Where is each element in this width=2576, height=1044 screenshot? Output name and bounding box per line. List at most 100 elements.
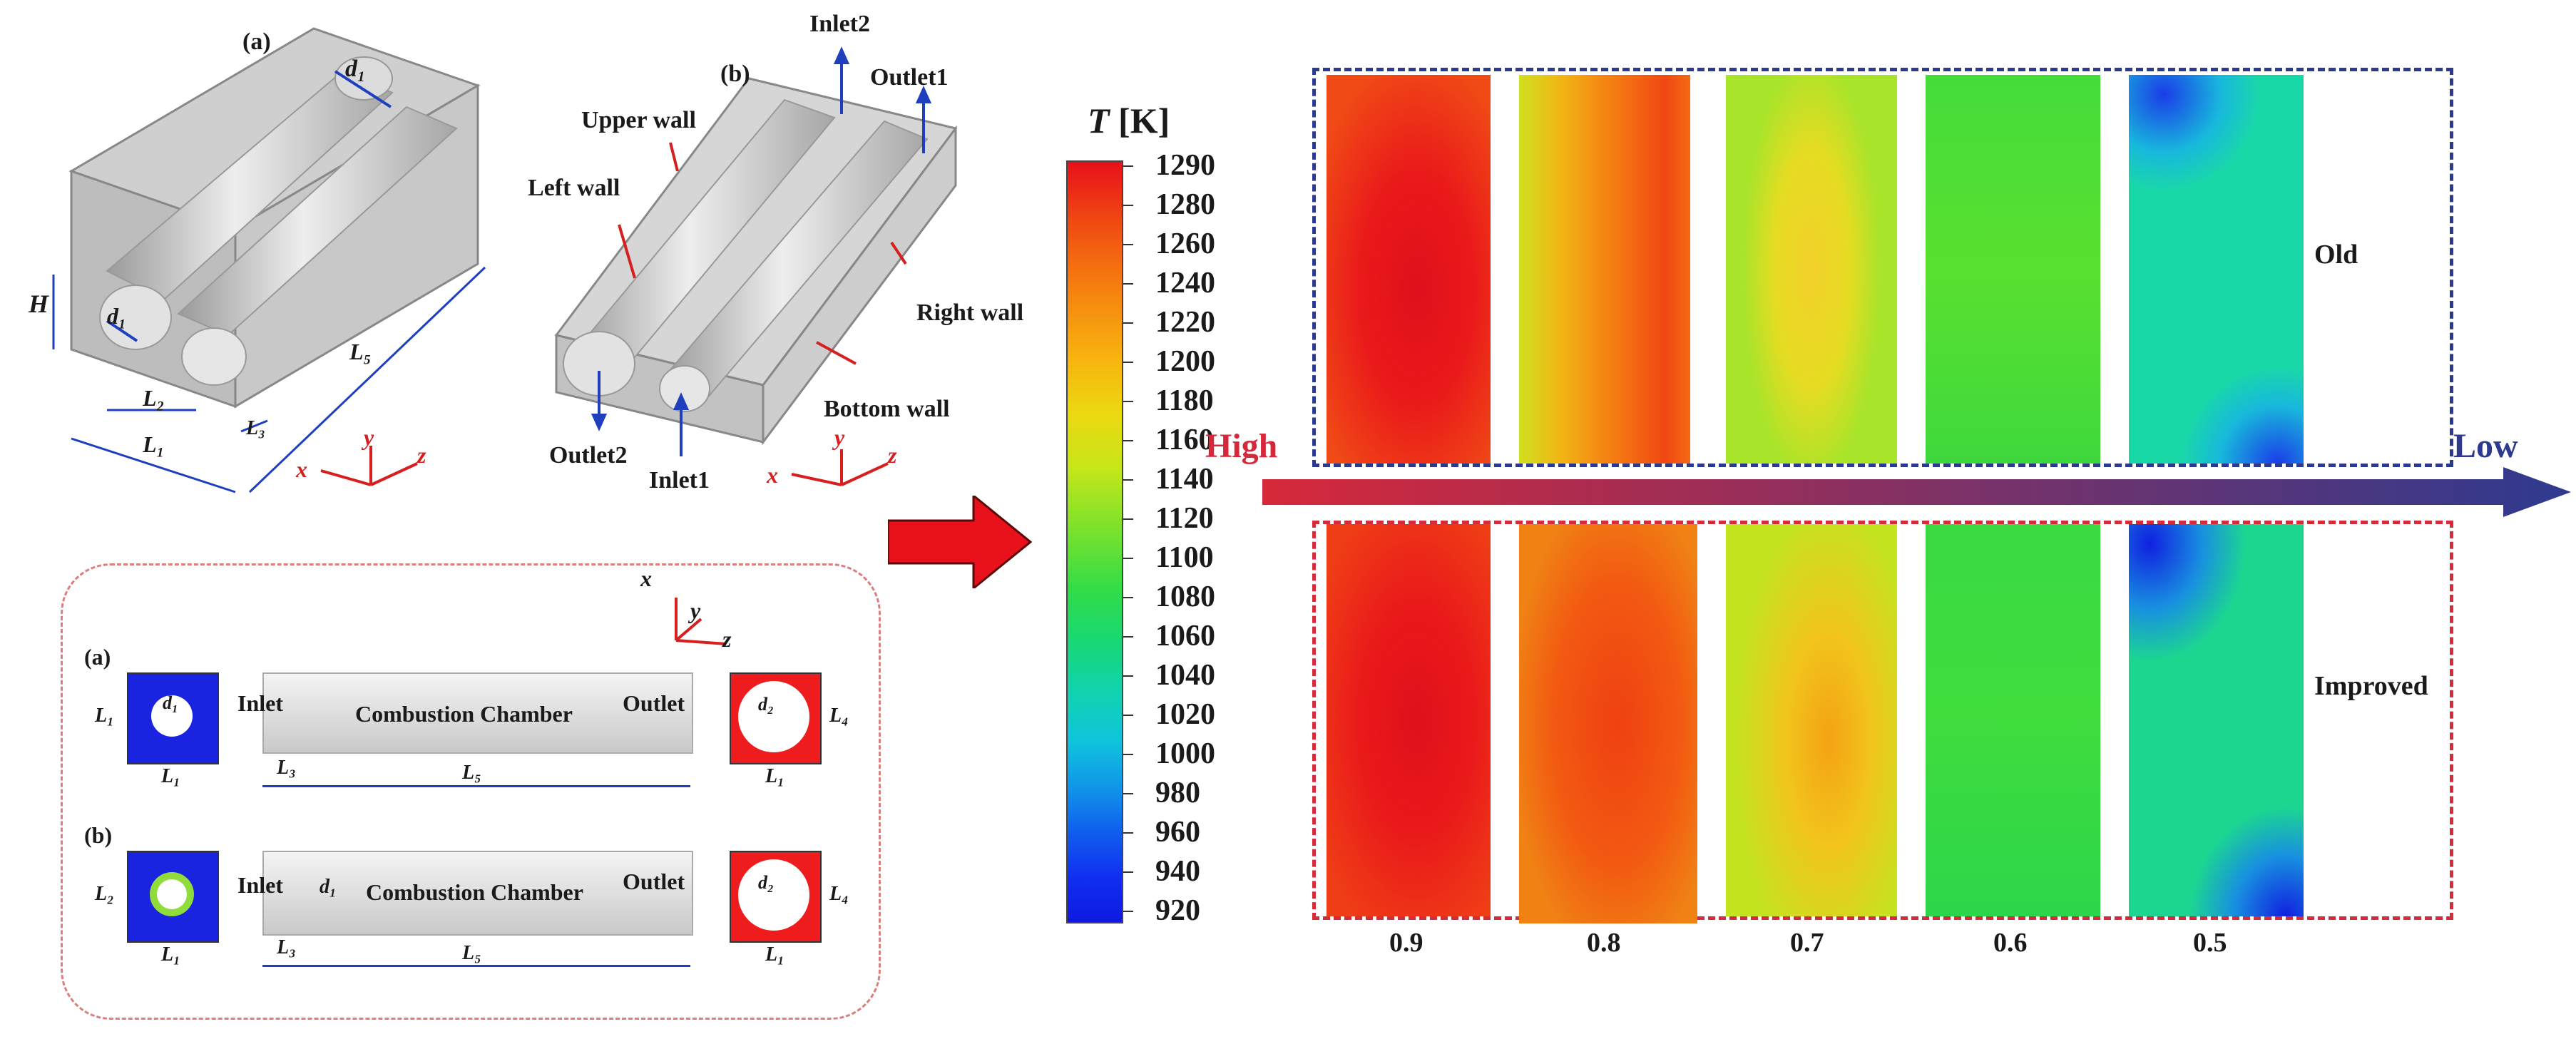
sections-axis-z: z [722,626,732,652]
row-a-chamber [262,672,693,754]
row-b-chamber [262,851,693,936]
dim-L5-line [248,266,486,493]
old-contour-0.7 [1726,75,1897,464]
row-a-dim-L5: L₅ [462,762,481,784]
row-b-dim-line [262,965,690,967]
improved-contour-0.6 [1926,524,2100,916]
cylinder-b-right-end [659,365,710,412]
colorbar-tick-mark [1123,362,1133,363]
row-a-inlet-square [127,672,219,764]
row-b-dim-L4: L₄ [829,883,849,905]
colorbar-tick-mark [1123,518,1133,520]
dim-d1-top-line [334,70,392,108]
row-a-dim-L3: L₃ [277,757,296,779]
improved-label: Improved [2314,671,2428,701]
row-a-dim-L1-side: L₁ [161,765,180,787]
colorbar-tick-mark [1123,636,1133,638]
colorbar-tick-mark [1123,479,1133,481]
row-b-outlet-square [730,851,822,943]
axis-y-label: y [364,424,374,450]
dim-d1-line [106,319,138,342]
row-a-dim-line [262,785,690,787]
row-b-inlet-square [127,851,219,943]
colorbar-tick-label: 1060 [1155,620,1215,652]
left-wall-label: Left wall [528,175,620,201]
colorbar-tick-mark [1123,793,1133,794]
row-b-label: (b) [84,822,113,848]
colorbar-tick-label: 1290 [1155,149,1215,182]
colorbar-title-unit: [K] [1118,101,1170,140]
upper-wall-label: Upper wall [581,107,696,133]
geometry-a-panel: (a) d₁ H d₁ L₂ L₁ L₃ L₅ x y z [0,0,528,521]
colorbar-tick-mark [1123,597,1133,598]
dim-d1-label: d₁ [107,303,127,329]
row-a-dim-L1-out: L₁ [765,765,784,787]
row-b-chamber-label: Combustion Chamber [366,879,583,905]
right-wall-label: Right wall [916,300,1024,326]
row-a-label: (a) [84,644,111,670]
colorbar-tick-label: 1020 [1155,698,1215,731]
ratio-label-1: 0.8 [1587,928,1621,958]
axes-a [320,446,418,486]
colorbar-tick-mark [1123,675,1133,677]
row-a-outlet-hole [738,681,809,752]
row-b-dim-L2-sq: L₂ [95,883,114,905]
low-label: Low [2453,427,2518,465]
colorbar-tick-label: 1080 [1155,580,1215,613]
colorbar-tick-label: 1200 [1155,345,1215,378]
colorbar-tick-label: 1280 [1155,188,1215,221]
old-label: Old [2314,240,2358,270]
box-b-side-face [762,125,957,446]
dim-d1-top-label: d₁ [345,56,366,82]
old-contour-0.6 [1926,75,2100,464]
row-b-inlet: Inlet [237,872,283,898]
colorbar-tick-label: 960 [1155,816,1200,849]
old-contour-0.5 [2129,75,2304,464]
dim-L1-line [71,437,236,493]
colorbar-tick-label: 1220 [1155,306,1215,339]
dim-L3-line [240,419,268,433]
old-contour-0.8 [1519,75,1690,464]
row-b-d1: d₁ [320,876,337,898]
sections-axis-y: y [690,598,701,623]
row-a-outlet: Outlet [623,690,685,716]
sections-panel: x y z (a) d₁ L₁ L₁ Inlet Combustion Cham… [61,563,881,1020]
colorbar-tick-label: 920 [1155,894,1200,927]
row-a-d2: d₂ [758,694,775,715]
colorbar [1066,160,1123,923]
colorbar-tick-mark [1123,871,1133,873]
row-b-outlet-hole [738,859,809,931]
colorbar-tick-mark [1123,322,1133,324]
inlet1-label: Inlet1 [649,467,710,493]
geometry-a-label: (a) [242,29,271,55]
old-contour-0.9 [1327,75,1491,464]
colorbar-title-symbol: T [1088,101,1110,140]
inlet2-label: Inlet2 [809,11,870,37]
colorbar-tick-label: 1160 [1155,424,1214,456]
colorbar-tick-mark [1123,754,1133,755]
row-a-inlet: Inlet [237,690,283,716]
axis-z-label: z [417,442,426,468]
improved-contour-0.7 [1726,524,1897,916]
ratio-label-4: 0.5 [2193,928,2227,958]
high-low-arrow [1262,467,2571,517]
colorbar-tick-label: 1140 [1155,463,1214,496]
row-a-inlet-hole [151,695,193,737]
colorbar-title: T [K] [1088,100,1170,141]
colorbar-tick-label: 1120 [1155,502,1214,535]
geometry-b-panel: (b) Inlet2 Outlet1 Upper wall Left wall … [528,0,1056,521]
axis-b-y-label: y [834,424,845,450]
colorbar-tick-mark [1123,832,1133,834]
dim-L1-label: L₁ [143,431,165,457]
colorbar-tick-label: 1260 [1155,227,1215,260]
old-frame [1312,68,2453,467]
ratio-label-2: 0.7 [1790,928,1824,958]
improved-contour-0.9 [1327,524,1491,916]
colorbar-tick-mark [1123,558,1133,559]
colorbar-tick-mark [1123,283,1133,285]
axis-b-z-label: z [888,442,897,468]
colorbar-tick-mark [1123,401,1133,402]
sections-axes [675,598,727,645]
colorbar-tick-label: 1100 [1155,541,1214,574]
geometry-a-drawing [52,27,486,493]
